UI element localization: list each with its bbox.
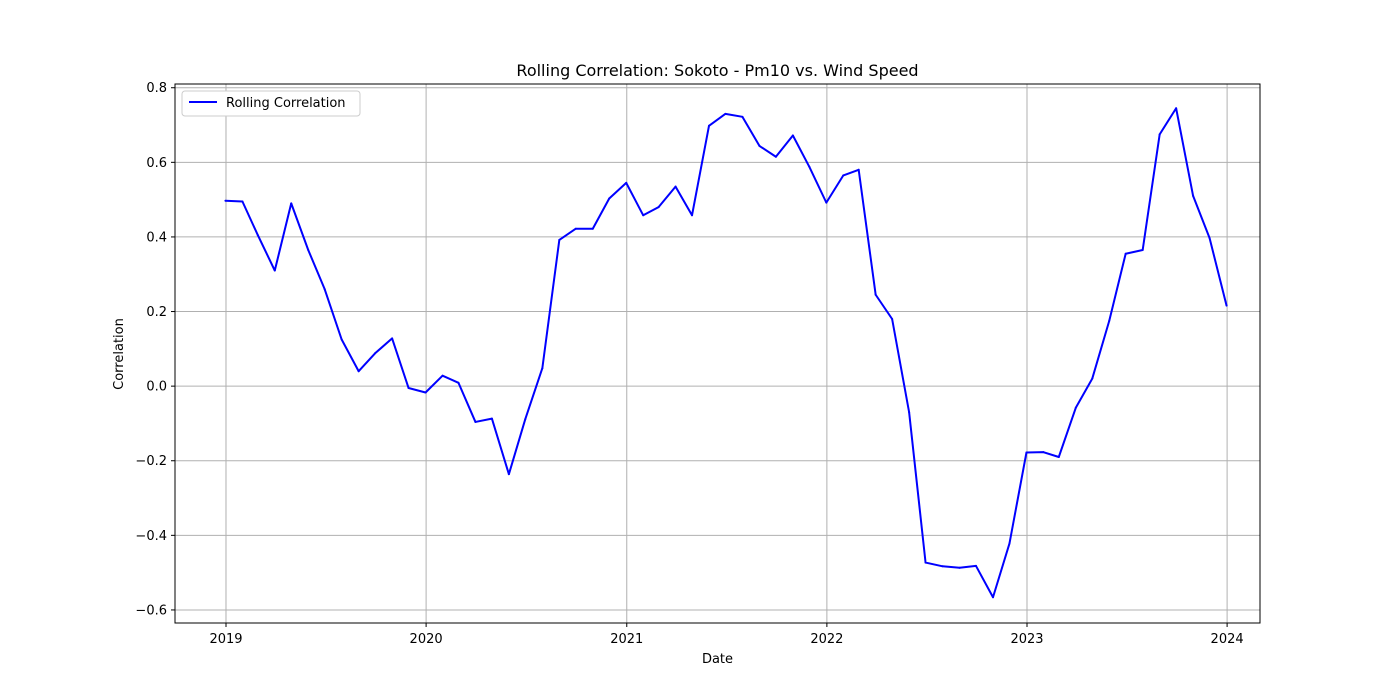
data-point [1074,406,1077,409]
data-point [541,367,544,370]
data-point [908,411,911,414]
data-point [1091,377,1094,380]
data-point [424,391,427,394]
y-tick-label: 0.8 [146,81,167,96]
data-point [256,234,259,237]
y-tick-label: −0.6 [135,603,167,618]
x-tick-label: 2024 [1211,632,1244,647]
y-tick-label: −0.2 [135,454,167,469]
data-point [307,248,310,251]
data-point [1141,248,1144,251]
legend: Rolling Correlation [181,90,361,117]
data-point [1025,451,1028,454]
data-point [691,214,694,217]
data-point [808,165,811,168]
x-tick-label: 2020 [410,632,443,647]
data-point [724,112,727,115]
y-tick-label: 0.4 [146,230,167,245]
data-point [574,227,577,230]
data-point [741,115,744,118]
data-point [1158,133,1161,136]
data-point [474,420,477,423]
legend-box [181,90,361,117]
tick-layer: 2019 2020 2021 2022 2023 2024 −0.6 −0.4 −0.2 0.0 0… [135,81,1243,647]
data-point [273,269,276,272]
data-point [524,417,527,420]
data-point [625,181,628,184]
data-point [1124,252,1127,255]
data-point [357,370,360,373]
data-point [1175,107,1178,110]
data-point [708,124,710,127]
data-point [774,155,777,158]
data-point [241,200,244,203]
data-point [891,318,894,320]
data-point [558,238,561,241]
y-tick-label: 0.6 [146,156,167,171]
data-point [842,174,845,177]
grid-layer [175,84,1260,623]
x-tick-label: 2023 [1010,632,1043,647]
data-point [457,381,460,384]
y-tick-label: 0.2 [146,305,167,320]
data-point [1225,304,1228,307]
data-point [975,564,977,567]
chart-title: Rolling Correlation: Sokoto - Pm10 vs. W… [516,61,918,80]
data-point [758,144,761,147]
data-point [407,387,410,389]
data-point [825,201,828,204]
data-point [1192,194,1195,197]
data-point [1208,237,1211,240]
data-point [1057,456,1060,459]
y-axis-label: Correlation [112,318,127,390]
data-point [941,565,944,568]
data-point [490,417,493,420]
x-tick-label: 2019 [209,632,242,647]
y-tick-label: −0.4 [135,529,167,544]
x-tick-label: 2021 [610,632,643,647]
data-point [507,473,510,476]
x-tick-label: 2022 [810,632,843,647]
data-point [657,206,660,209]
x-axis-label: Date [702,652,733,667]
data-point [1042,451,1045,454]
data-point [340,338,343,341]
data-point [591,227,594,230]
data-point [391,337,394,340]
data-point [441,374,444,377]
data-point [1008,542,1011,545]
data-point [924,561,927,564]
data-point [992,596,994,599]
plot-frame [174,83,1261,624]
data-point [958,566,961,569]
data-point [791,134,794,137]
data-point [374,352,377,355]
line-layer [224,107,1228,599]
data-point [323,288,326,291]
data-point [1108,319,1111,322]
data-point [874,293,877,296]
data-point [857,168,860,171]
data-point [224,199,227,202]
data-point [290,202,293,205]
legend-label: Rolling Correlation [226,96,346,111]
data-point [674,185,677,188]
data-point [642,214,645,217]
data-point [608,197,611,200]
y-tick-label: 0.0 [146,380,167,395]
